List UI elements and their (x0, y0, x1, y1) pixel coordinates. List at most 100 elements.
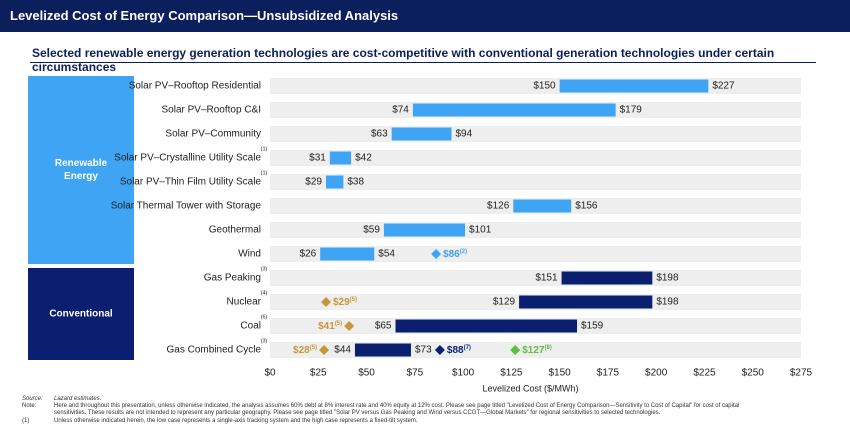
x-tick-label: $250 (742, 368, 765, 379)
bar-low-label: $150 (533, 81, 556, 92)
x-tick-label: $25 (310, 368, 327, 379)
range-bar (383, 223, 466, 237)
footnote-text: Lazard estimates. (54, 396, 102, 402)
marker-diamond (510, 345, 521, 355)
row-track (270, 126, 801, 142)
row-track (270, 270, 801, 286)
footnote-text: Unless otherwise indicated herein, the l… (54, 417, 418, 424)
bar-low-label: $63 (371, 129, 388, 140)
footnote-key: (1) (22, 417, 30, 424)
footnote-key: Source: (22, 396, 43, 402)
x-axis-label: Levelized Cost ($/MWh) (482, 383, 578, 393)
category-note: (6) (261, 314, 268, 320)
x-tick-label: $275 (790, 368, 813, 379)
bar-high-label: $101 (469, 225, 492, 236)
category-label: Geothermal (209, 225, 261, 236)
marker-diamond (320, 297, 331, 307)
group-label: Renewable (55, 158, 108, 169)
category-label: Coal (240, 321, 261, 332)
footnote-row: Note: Here and throughout this presentati… (22, 403, 739, 410)
row-track (270, 150, 801, 166)
x-tick-label: $0 (264, 368, 276, 379)
footnote-row: Source: Lazard estimates. (22, 396, 739, 403)
x-tick-label: $175 (597, 368, 620, 379)
category-note: (3) (261, 338, 268, 344)
marker-label: $41(5) (318, 321, 342, 332)
category-label: Solar PV–Rooftop Residential (129, 81, 261, 92)
bar-high-label: $38 (347, 177, 364, 188)
range-bar (519, 295, 653, 309)
marker-diamond (319, 345, 330, 355)
lcoe-chart: Renewable Energy Conventional Solar PV–Roof… (28, 76, 813, 393)
bar-high-label: $94 (456, 129, 473, 140)
bar-high-label: $73 (415, 345, 432, 356)
bar-low-label: $65 (375, 321, 392, 332)
category-note: (4) (261, 290, 268, 296)
range-bar (391, 127, 452, 141)
category-label: Gas Combined Cycle (167, 345, 262, 356)
category-note: (1) (261, 170, 268, 176)
footnotes: Source: Lazard estimates. Note: Here and th… (22, 396, 739, 425)
marker-label: $88(7) (447, 345, 471, 356)
range-bar (320, 247, 375, 261)
group-label: Energy (64, 171, 98, 182)
row-track (270, 222, 801, 238)
footnote-text: Here and throughout this presentation, u… (54, 403, 740, 410)
bar-high-label: $227 (712, 81, 735, 92)
bar-low-label: $151 (535, 273, 558, 284)
footnote-key (22, 410, 54, 417)
range-bar (325, 175, 344, 189)
bar-high-label: $198 (656, 297, 679, 308)
x-tick-label: $50 (358, 368, 375, 379)
bar-low-label: $31 (309, 153, 326, 164)
header-bar: Levelized Cost of Energy Comparison—Unsu… (0, 0, 850, 32)
x-tick-label: $150 (549, 368, 572, 379)
bar-high-label: $159 (581, 321, 604, 332)
group-box-conventional (28, 268, 134, 360)
bar-high-label: $198 (656, 273, 679, 284)
category-label: Gas Peaking (204, 273, 261, 284)
footnote-key: Note: (22, 403, 37, 410)
marker-diamond (434, 345, 445, 355)
bar-high-label: $42 (355, 153, 372, 164)
marker-label: $86(2) (443, 249, 467, 260)
category-label: Solar Thermal Tower with Storage (111, 201, 262, 212)
marker-diamond (344, 321, 355, 331)
group-box-renewable (28, 76, 134, 264)
bar-high-label: $179 (620, 105, 643, 116)
bar-low-label: $74 (392, 105, 409, 116)
range-bar (354, 343, 411, 357)
range-bar (559, 79, 709, 93)
category-label: Solar PV–Rooftop C&I (162, 105, 262, 116)
category-note: (1) (261, 146, 268, 152)
row-track (270, 246, 801, 262)
range-bar (513, 199, 572, 213)
chart-subtitle: Selected renewable energy generation tec… (32, 46, 775, 74)
range-bar (329, 151, 352, 165)
marker-label: $28(5) (293, 345, 317, 356)
bar-low-label: $126 (487, 201, 510, 212)
range-bar (395, 319, 578, 333)
category-label: Solar PV–Crystalline Utility Scale (114, 153, 261, 164)
group-label: Conventional (49, 309, 113, 320)
marker-label: $29(5) (333, 297, 357, 308)
range-bar (561, 271, 653, 285)
marker-diamond (431, 249, 442, 259)
bar-low-label: $59 (363, 225, 380, 236)
category-label: Solar PV–Thin Film Utility Scale (120, 177, 262, 188)
bar-high-label: $54 (378, 249, 395, 260)
x-tick-label: $75 (406, 368, 423, 379)
bar-low-label: $129 (493, 297, 516, 308)
range-bar (412, 103, 616, 117)
footnote-row: sensitivities. These results are not int… (22, 410, 739, 417)
bar-low-label: $44 (334, 345, 351, 356)
category-label: Solar PV–Community (165, 129, 261, 140)
marker-label: $127(8) (522, 345, 552, 356)
subtitle-rule (30, 62, 816, 63)
bar-low-label: $29 (305, 177, 322, 188)
footnote-row: (1) Unless otherwise indicated herein, th… (22, 418, 739, 425)
x-tick-label: $125 (500, 368, 523, 379)
footnote-text: sensitivities. These results are not int… (54, 410, 661, 417)
category-label: Nuclear (227, 297, 262, 308)
row-track (270, 174, 801, 190)
